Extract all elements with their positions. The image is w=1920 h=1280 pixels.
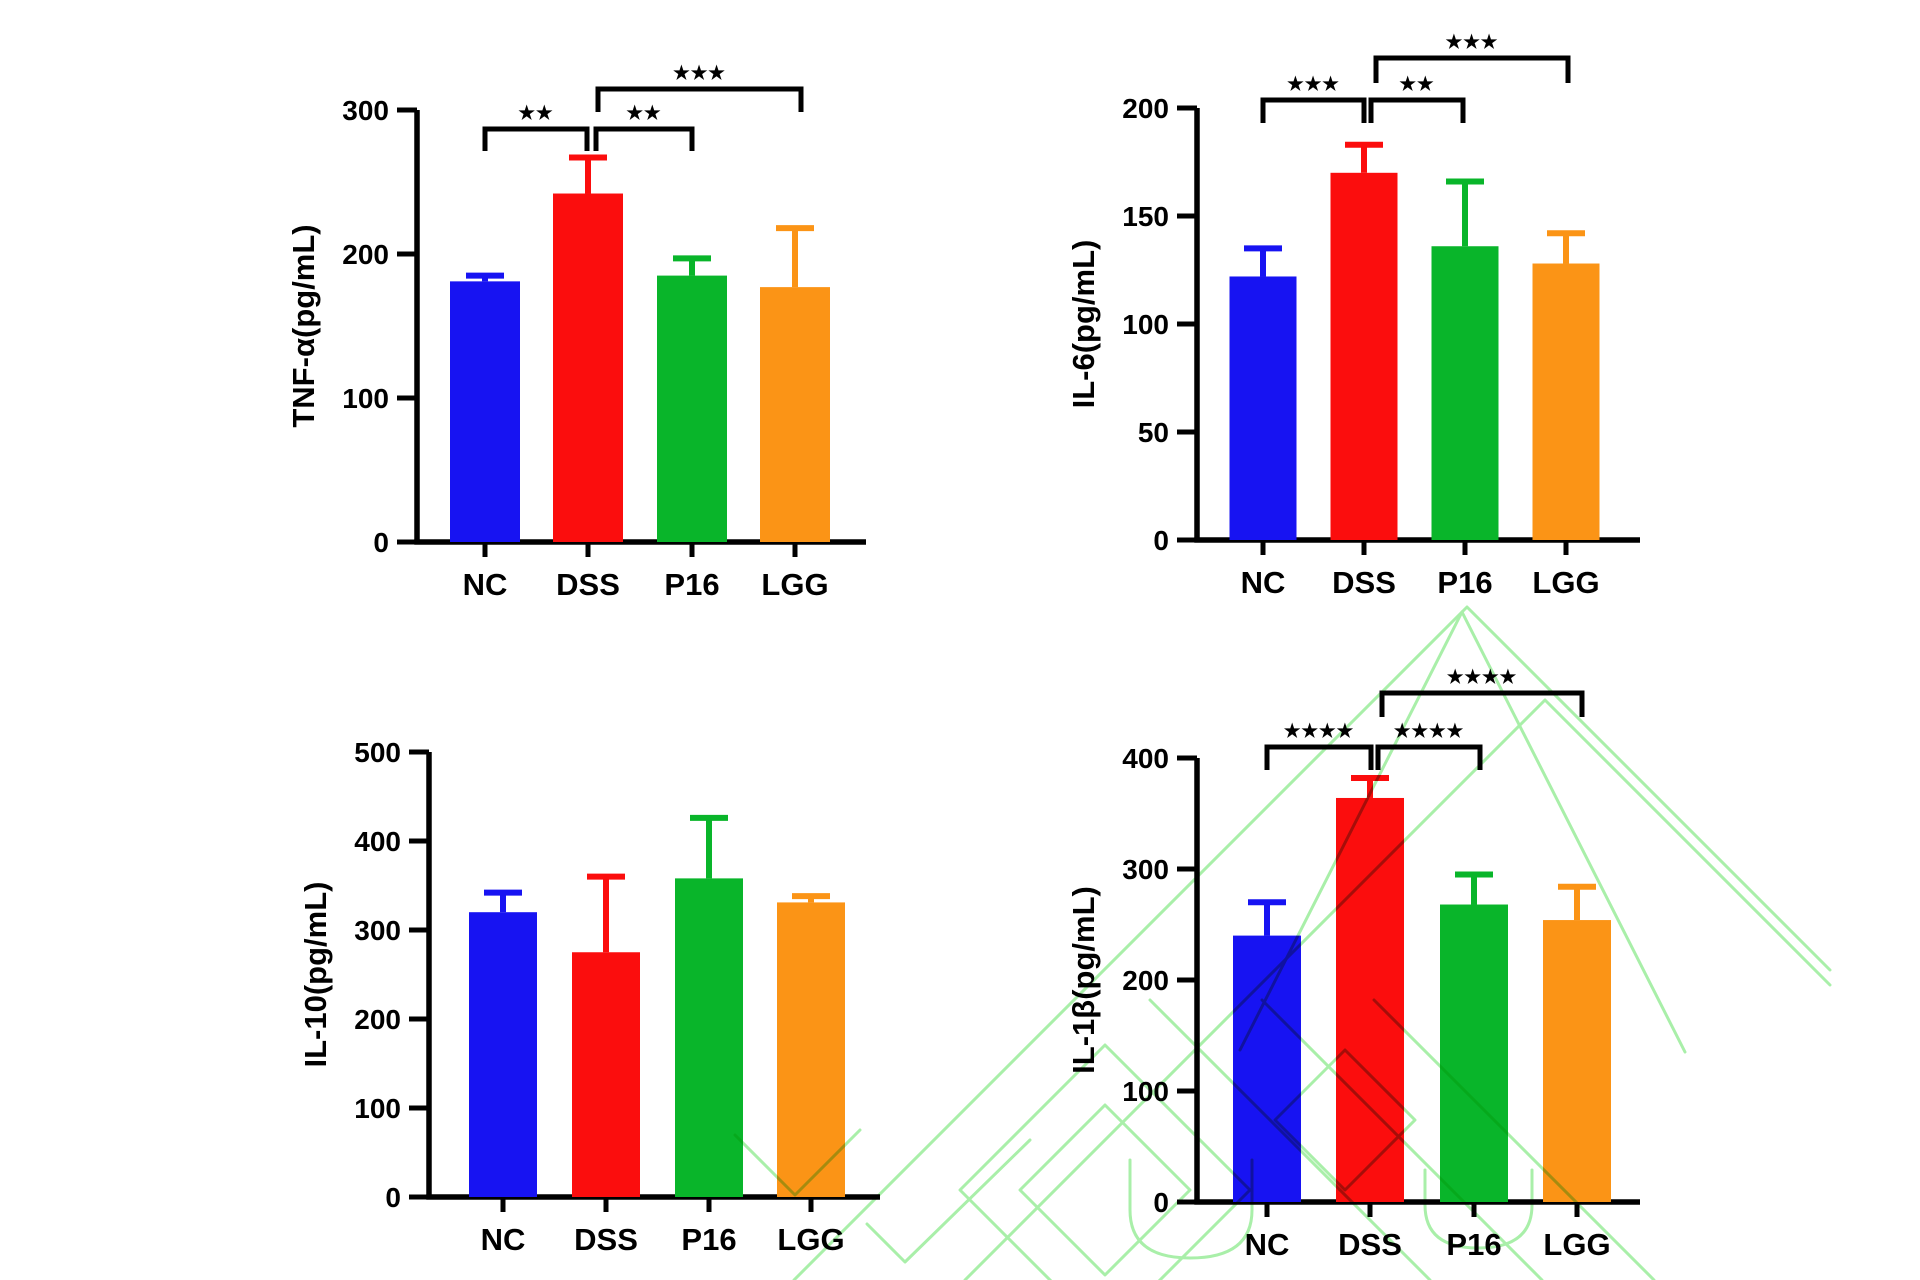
- y-tick-label: 50: [1138, 417, 1169, 448]
- sig-bracket: [1264, 744, 1374, 770]
- watermark-stroke: [1273, 1048, 1417, 1192]
- y-tick-label: 100: [1122, 309, 1169, 340]
- sig-bracket: [595, 86, 804, 112]
- watermark-stroke: [1238, 610, 1687, 1054]
- sig-stars: ★★: [1399, 73, 1434, 94]
- bar-DSS: [553, 193, 623, 542]
- y-tick-label: 0: [1153, 1187, 1169, 1218]
- bar-NC: [1229, 276, 1297, 540]
- bar-DSS: [1336, 797, 1404, 1202]
- watermark-stroke: [1128, 1158, 1254, 1260]
- y-tick-label: 400: [1122, 743, 1169, 774]
- watermark-stroke: [865, 1138, 1032, 1264]
- watermark-stroke: [1423, 1168, 1534, 1250]
- y-axis-title: IL-10(pg/mL): [298, 882, 333, 1068]
- watermark-stroke: [1372, 998, 1656, 1280]
- x-category-label: NC: [463, 567, 508, 602]
- y-tick-label: 150: [1122, 201, 1169, 232]
- y-tick-label: 0: [1153, 525, 1169, 556]
- watermark-stroke: [1018, 1103, 1192, 1277]
- y-tick-label: 200: [1122, 93, 1169, 124]
- y-tick-label: 0: [373, 527, 389, 558]
- y-tick-label: 500: [354, 737, 401, 768]
- y-tick-label: 300: [342, 95, 389, 126]
- bar-P16: [1440, 904, 1508, 1202]
- bar-LGG: [760, 287, 830, 542]
- x-category-label: P16: [1437, 565, 1492, 600]
- x-category-label: LGG: [761, 567, 828, 602]
- sig-stars: ★★★★: [1394, 720, 1464, 741]
- y-tick-label: 0: [385, 1182, 401, 1213]
- sig-bracket: [593, 126, 695, 151]
- x-category-label: DSS: [1338, 1227, 1402, 1262]
- sig-stars: ★★★: [1446, 31, 1499, 52]
- y-tick-label: 200: [342, 239, 389, 270]
- y-tick-label: 100: [354, 1093, 401, 1124]
- bar-LGG: [777, 902, 845, 1197]
- x-category-label: DSS: [1332, 565, 1396, 600]
- y-tick-label: 400: [354, 826, 401, 857]
- bar-LGG: [1532, 263, 1600, 540]
- bar-P16: [675, 878, 743, 1197]
- y-axis-title: IL-6(pg/mL): [1066, 240, 1101, 409]
- x-category-label: P16: [681, 1222, 736, 1257]
- sig-stars: ★★★: [673, 62, 726, 83]
- y-tick-label: 200: [354, 1004, 401, 1035]
- bar-LGG: [1543, 920, 1611, 1202]
- sig-bracket: [1260, 97, 1367, 123]
- sig-stars: ★★★: [1287, 73, 1340, 94]
- x-category-label: P16: [664, 567, 719, 602]
- bar-NC: [469, 912, 537, 1197]
- sig-stars: ★★: [518, 102, 553, 123]
- bar-NC: [450, 281, 520, 542]
- watermark-stroke: [733, 1128, 862, 1197]
- x-category-label: NC: [1245, 1227, 1290, 1262]
- bar-DSS: [1330, 172, 1398, 541]
- watermark-stroke: [1260, 998, 1544, 1280]
- sig-bracket: [1379, 690, 1585, 717]
- y-axis-title: TNF-α(pg/mL): [286, 224, 321, 427]
- sig-stars: ★★: [626, 102, 661, 123]
- y-tick-label: 100: [342, 383, 389, 414]
- x-category-label: NC: [481, 1222, 526, 1257]
- watermark-stroke: [958, 1043, 1252, 1280]
- x-category-label: NC: [1241, 565, 1286, 600]
- watermark-stroke: [963, 698, 1832, 1280]
- y-tick-label: 200: [1122, 965, 1169, 996]
- bar-P16: [657, 275, 727, 542]
- bar-DSS: [572, 952, 640, 1197]
- sig-stars: ★★★★: [1284, 720, 1354, 741]
- watermark-stroke: [1148, 998, 1432, 1280]
- bar-P16: [1431, 246, 1499, 541]
- sig-bracket: [1373, 55, 1571, 83]
- watermark-stroke: [792, 605, 1832, 1280]
- x-category-label: DSS: [556, 567, 620, 602]
- x-category-label: LGG: [1543, 1227, 1610, 1262]
- sig-bracket: [1375, 744, 1483, 770]
- x-category-label: LGG: [1532, 565, 1599, 600]
- y-tick-label: 300: [354, 915, 401, 946]
- y-tick-label: 300: [1122, 854, 1169, 885]
- sig-bracket: [1368, 97, 1466, 123]
- sig-bracket: [482, 126, 590, 151]
- x-category-label: DSS: [574, 1222, 638, 1257]
